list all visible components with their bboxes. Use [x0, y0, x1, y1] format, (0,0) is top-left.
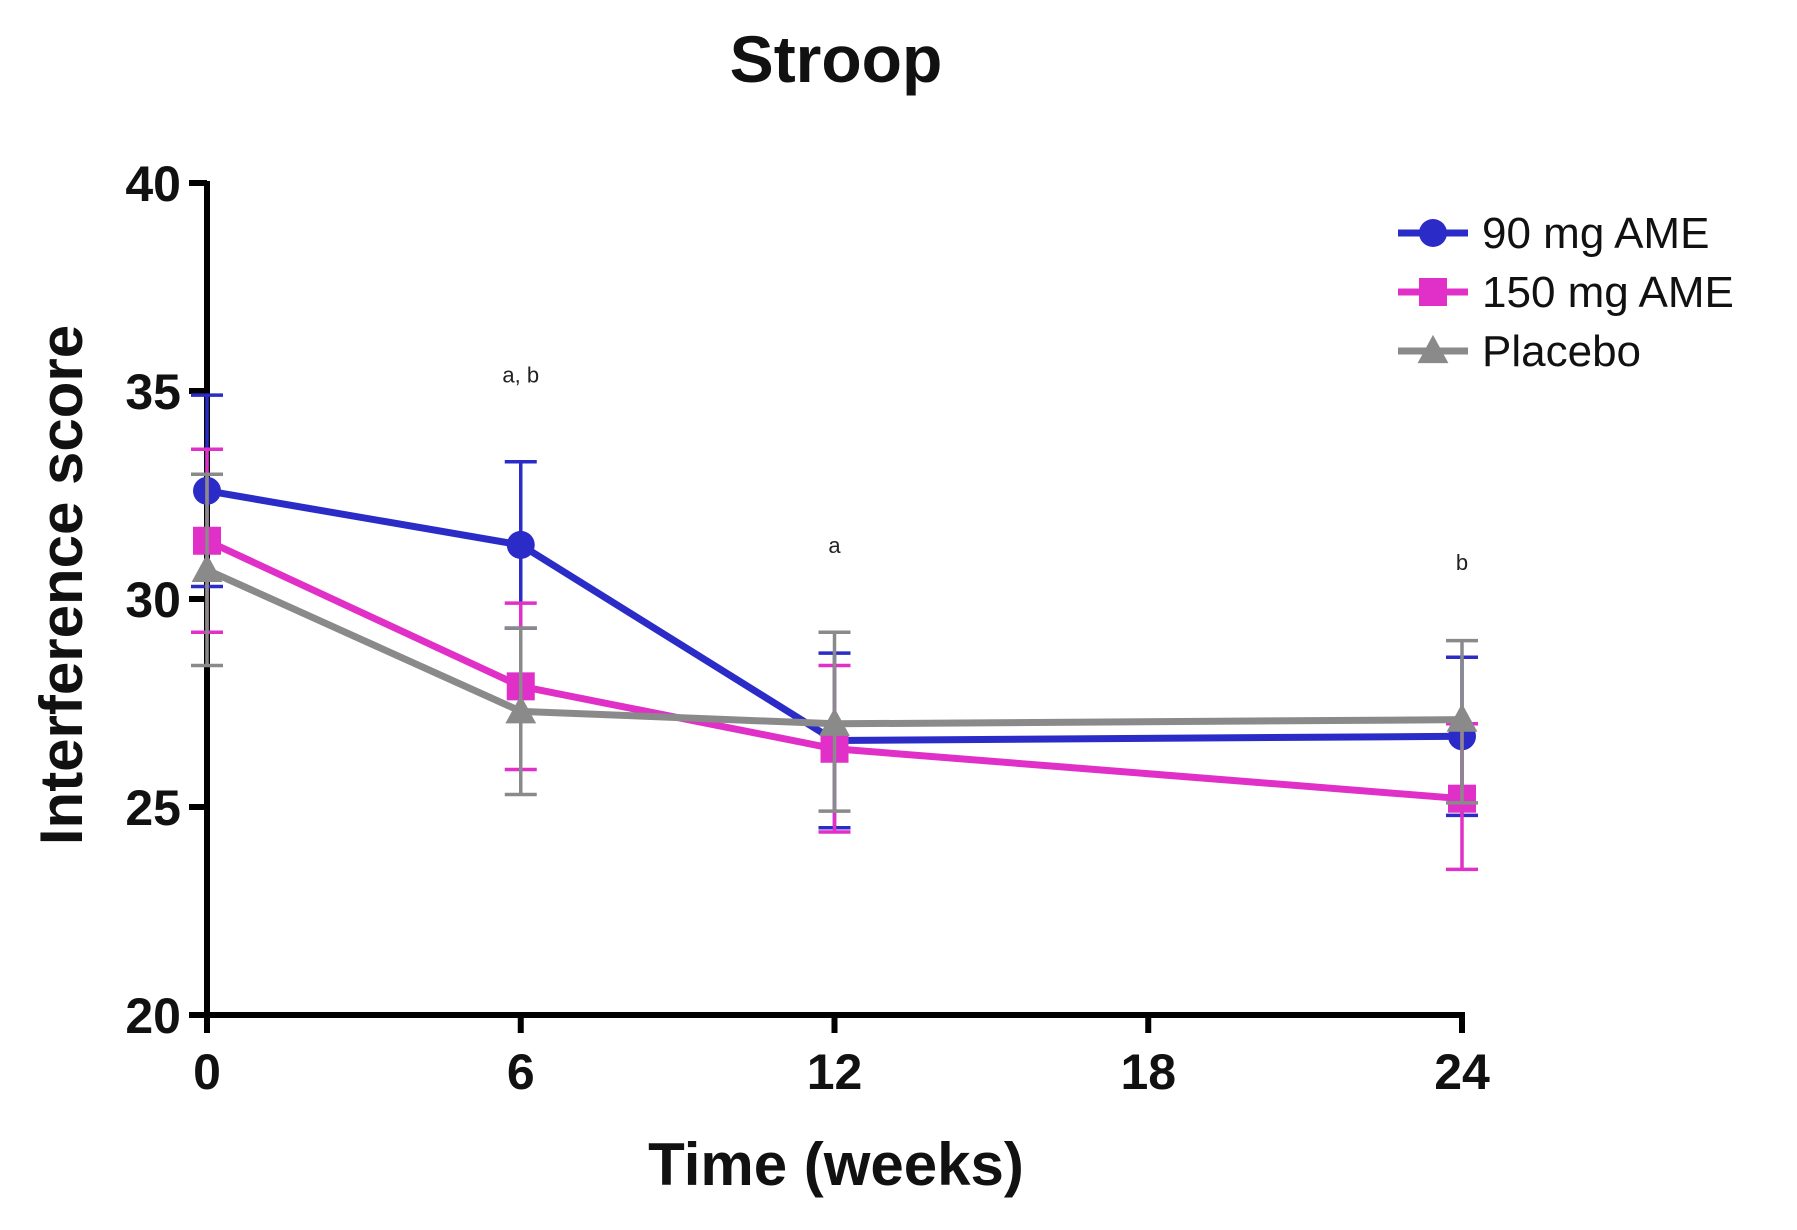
x-tick-label: 12 — [807, 1044, 863, 1100]
annotation-layer: a, b a b — [502, 363, 1468, 575]
x-tick-label: 24 — [1434, 1044, 1490, 1100]
chart-title: Stroop — [730, 22, 943, 96]
x-tick-label: 0 — [193, 1044, 221, 1100]
legend: 90 mg AME 150 mg AME Placebo — [1398, 209, 1734, 376]
y-axis-label: Interference score — [28, 325, 95, 845]
legend-swatch-marker — [1417, 334, 1449, 364]
data-point — [819, 707, 850, 736]
x-axis-label: Time (weeks) — [648, 1131, 1024, 1198]
legend-label: Placebo — [1482, 327, 1641, 376]
series-line — [206, 487, 1463, 744]
significance-annotation: a, b — [502, 363, 539, 388]
y-tick-label: 30 — [125, 572, 181, 628]
legend-item-90-mg-ame: 90 mg AME — [1398, 209, 1709, 258]
legend-swatch-marker — [1419, 278, 1447, 306]
y-tick-label: 20 — [125, 988, 181, 1044]
legend-label: 150 mg AME — [1482, 268, 1734, 317]
x-tick-label: 18 — [1120, 1044, 1176, 1100]
legend-swatch-marker — [1419, 219, 1447, 247]
legend-item-150-mg-ame: 150 mg AME — [1398, 268, 1734, 317]
series-placebo — [191, 472, 1478, 813]
y-tick-label: 25 — [125, 780, 181, 836]
axes: 20 25 30 35 40 0 6 12 18 24 — [125, 156, 1490, 1100]
y-tick-label: 35 — [125, 364, 181, 420]
significance-annotation: a — [828, 533, 841, 558]
series-line — [205, 566, 1463, 728]
data-point — [506, 530, 535, 559]
y-tick-label: 40 — [125, 156, 181, 212]
legend-label: 90 mg AME — [1482, 209, 1709, 258]
legend-item-placebo: Placebo — [1398, 327, 1641, 376]
data-point — [1446, 703, 1478, 732]
x-tick-label: 6 — [507, 1044, 535, 1100]
data-point — [191, 553, 223, 582]
data-point — [505, 695, 537, 724]
series-layer — [191, 393, 1478, 872]
significance-annotation: b — [1456, 550, 1468, 575]
